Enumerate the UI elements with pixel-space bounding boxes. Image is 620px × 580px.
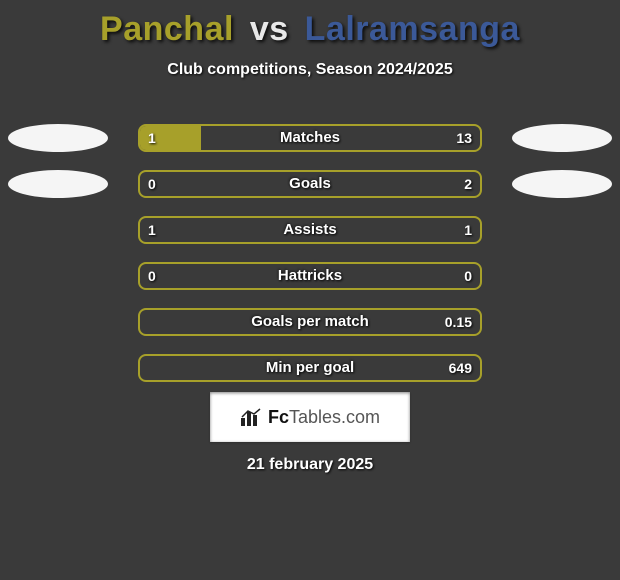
stat-label: Hattricks	[140, 264, 480, 288]
logo: FcTables.com	[240, 407, 380, 428]
stat-label: Matches	[140, 126, 480, 150]
logo-prefix: Fc	[268, 407, 289, 427]
player1-badge	[8, 124, 108, 152]
stat-row: 0.15Goals per match	[0, 299, 620, 345]
stat-label: Goals per match	[140, 310, 480, 334]
stat-value-right: 649	[441, 356, 480, 380]
comparison-infographic: Panchal vs Lalramsanga Club competitions…	[0, 0, 620, 580]
stat-row: 0 0Hattricks	[0, 253, 620, 299]
stat-bar: 0 2Goals	[138, 170, 482, 198]
stat-value-right: 13	[448, 126, 480, 150]
stat-row: 1 13Matches	[0, 115, 620, 161]
stat-bar: 0 0Hattricks	[138, 262, 482, 290]
stat-value-left: 1	[140, 126, 164, 150]
stat-bar: 0.15Goals per match	[138, 308, 482, 336]
stats-chart: 113Matches02Goals11Assists00Hattricks0.1…	[0, 115, 620, 391]
stat-label: Min per goal	[140, 356, 480, 380]
stat-row: 0 2Goals	[0, 161, 620, 207]
stat-label: Assists	[140, 218, 480, 242]
bars-icon	[240, 408, 262, 426]
stat-bar: 1 1Assists	[138, 216, 482, 244]
stat-value-right: 0.15	[437, 310, 480, 334]
player1-name: Panchal	[100, 10, 234, 48]
player2-badge	[512, 124, 612, 152]
stat-value-right: 2	[456, 172, 480, 196]
stat-value-right: 1	[456, 218, 480, 242]
player2-name: Lalramsanga	[305, 10, 520, 48]
stat-label: Goals	[140, 172, 480, 196]
stat-row: 1 1Assists	[0, 207, 620, 253]
date-label: 21 february 2025	[0, 456, 620, 474]
stat-bar: 649Min per goal	[138, 354, 482, 382]
stat-value-right: 0	[456, 264, 480, 288]
stat-value-left: 0	[140, 264, 164, 288]
subtitle: Club competitions, Season 2024/2025	[0, 61, 620, 79]
player2-badge	[512, 170, 612, 198]
player1-badge	[8, 170, 108, 198]
logo-box: FcTables.com	[210, 392, 410, 442]
logo-suffix: Tables.com	[289, 407, 380, 427]
stat-value-left: 0	[140, 172, 164, 196]
page-title: Panchal vs Lalramsanga	[0, 0, 620, 49]
vs-label: vs	[250, 10, 289, 48]
stat-value-left: 1	[140, 218, 164, 242]
stat-bar: 1 13Matches	[138, 124, 482, 152]
stat-row: 649Min per goal	[0, 345, 620, 391]
